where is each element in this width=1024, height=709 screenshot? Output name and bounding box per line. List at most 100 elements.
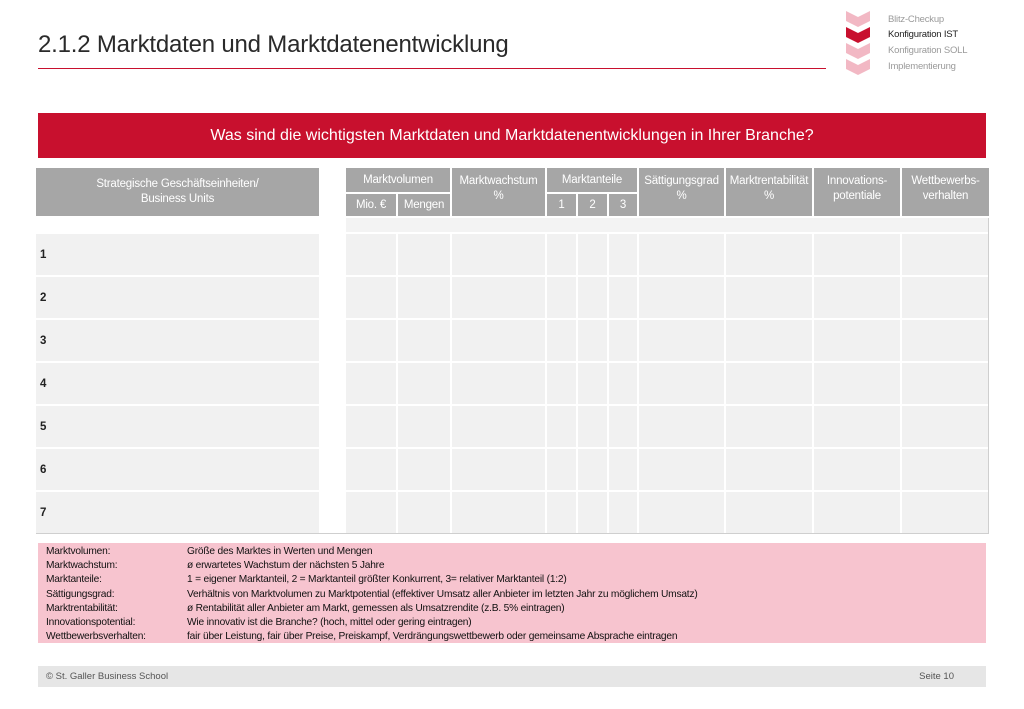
nav-item-konfiguration-ist[interactable]: Konfiguration IST bbox=[888, 29, 959, 40]
table-cell[interactable] bbox=[547, 320, 576, 361]
table-cell[interactable] bbox=[346, 406, 396, 447]
legend-box: Marktvolumen: Größe des Marktes in Werten… bbox=[38, 543, 986, 643]
legend-definition: Wie innovativ ist die Branche? (hoch, mi… bbox=[187, 616, 472, 628]
nav-item-implementierung[interactable]: Implementierung bbox=[888, 61, 956, 72]
legend-term: Marktwachstum: bbox=[46, 560, 118, 572]
table-cell[interactable] bbox=[578, 492, 607, 533]
table-cell[interactable] bbox=[814, 449, 900, 490]
table-cell[interactable] bbox=[547, 449, 576, 490]
footer: © St. Galler Business School Seite 10 bbox=[38, 666, 986, 687]
legend-row: Wettbewerbsverhalten: fair über Leistung,… bbox=[46, 631, 986, 645]
table-cell[interactable] bbox=[814, 406, 900, 447]
legend-term: Marktvolumen: bbox=[46, 546, 111, 557]
table-cell[interactable] bbox=[726, 277, 812, 318]
table-cell[interactable] bbox=[639, 320, 724, 361]
table-cell[interactable] bbox=[609, 277, 637, 318]
legend-definition: ø erwartetes Wachstum der nächsten 5 Jah… bbox=[187, 560, 385, 572]
table-cell[interactable] bbox=[726, 492, 812, 533]
table-cell[interactable] bbox=[609, 234, 637, 275]
table-cell[interactable] bbox=[578, 320, 607, 361]
table-cell[interactable] bbox=[814, 363, 900, 404]
table-cell[interactable] bbox=[578, 406, 607, 447]
legend-term: Marktrentabilität: bbox=[46, 602, 118, 614]
footer-page-number: Seite 10 bbox=[919, 671, 954, 682]
table-cell[interactable] bbox=[452, 406, 545, 447]
table-cell[interactable] bbox=[452, 492, 545, 533]
table-cell[interactable] bbox=[346, 277, 396, 318]
table-cell[interactable] bbox=[814, 492, 900, 533]
table-cell[interactable] bbox=[902, 449, 988, 490]
question-text: Was sind die wichtigsten Marktdaten und … bbox=[210, 126, 814, 144]
table-cell[interactable] bbox=[902, 234, 988, 275]
table-cell[interactable] bbox=[609, 320, 637, 361]
table-cell[interactable] bbox=[609, 492, 637, 533]
table-row-label: 2 bbox=[36, 277, 319, 318]
header-profitability: Marktrentabilität % bbox=[726, 168, 812, 216]
table-cell[interactable] bbox=[639, 234, 724, 275]
table-cell[interactable] bbox=[726, 449, 812, 490]
table-cell[interactable] bbox=[578, 234, 607, 275]
table-cell[interactable] bbox=[609, 449, 637, 490]
table-cell[interactable] bbox=[346, 492, 396, 533]
table-cell[interactable] bbox=[902, 277, 988, 318]
table-cell[interactable] bbox=[547, 492, 576, 533]
table-cell[interactable] bbox=[814, 320, 900, 361]
legend-row: Marktwachstum: ø erwartetes Wachstum der … bbox=[46, 560, 986, 574]
header-innovation: Innovations- potentiale bbox=[814, 168, 900, 216]
table-cell[interactable] bbox=[902, 492, 988, 533]
legend-definition: ø Rentabilität aller Anbieter am Markt, … bbox=[187, 602, 565, 614]
table-cell[interactable] bbox=[346, 320, 396, 361]
spacer-band bbox=[346, 218, 989, 232]
table-cell[interactable] bbox=[814, 277, 900, 318]
table-cell[interactable] bbox=[398, 320, 450, 361]
table-cell[interactable] bbox=[452, 277, 545, 318]
table-cell[interactable] bbox=[639, 363, 724, 404]
table-row-label: 6 bbox=[36, 449, 319, 490]
legend-term: Marktanteile: bbox=[46, 574, 102, 586]
table-cell[interactable] bbox=[452, 363, 545, 404]
table-cell[interactable] bbox=[726, 234, 812, 275]
table-cell[interactable] bbox=[639, 449, 724, 490]
table-cell[interactable] bbox=[398, 406, 450, 447]
table-cell[interactable] bbox=[398, 234, 450, 275]
table-cell[interactable] bbox=[814, 234, 900, 275]
table-cell[interactable] bbox=[398, 449, 450, 490]
table-cell[interactable] bbox=[452, 234, 545, 275]
table-cell[interactable] bbox=[547, 234, 576, 275]
table-cell[interactable] bbox=[902, 363, 988, 404]
table-cell[interactable] bbox=[726, 363, 812, 404]
table-cell[interactable] bbox=[398, 363, 450, 404]
table-cell[interactable] bbox=[346, 234, 396, 275]
table-cell[interactable] bbox=[346, 449, 396, 490]
table-cell[interactable] bbox=[398, 492, 450, 533]
table-cell[interactable] bbox=[902, 320, 988, 361]
table-cell[interactable] bbox=[547, 406, 576, 447]
nav-item-blitz-checkup[interactable]: Blitz-Checkup bbox=[888, 14, 945, 25]
header-competition: Wettbewerbs- verhalten bbox=[902, 168, 989, 216]
table-cell[interactable] bbox=[639, 406, 724, 447]
table-cell[interactable] bbox=[398, 277, 450, 318]
header-market-volume: Marktvolumen bbox=[346, 168, 450, 192]
table-cell[interactable] bbox=[609, 363, 637, 404]
table-cell[interactable] bbox=[578, 277, 607, 318]
page-title: 2.1.2 Marktdaten und Marktdatenentwicklu… bbox=[38, 31, 509, 58]
nav-item-konfiguration-soll[interactable]: Konfiguration SOLL bbox=[888, 45, 968, 56]
table-cell[interactable] bbox=[578, 449, 607, 490]
table-cell[interactable] bbox=[726, 406, 812, 447]
question-banner: Was sind die wichtigsten Marktdaten und … bbox=[38, 113, 986, 158]
header-volume-mengen: Mengen bbox=[398, 194, 450, 216]
table-cell[interactable] bbox=[547, 277, 576, 318]
table-cell[interactable] bbox=[609, 406, 637, 447]
table-cell[interactable] bbox=[726, 320, 812, 361]
table-cell[interactable] bbox=[346, 363, 396, 404]
table-cell[interactable] bbox=[639, 277, 724, 318]
progress-nav: Blitz-Checkup Konfiguration IST Konfigur… bbox=[846, 10, 1016, 76]
market-data-table: Strategische Geschäftseinheiten/ Busines… bbox=[36, 168, 989, 534]
table-cell[interactable] bbox=[547, 363, 576, 404]
table-cell[interactable] bbox=[452, 449, 545, 490]
table-cell[interactable] bbox=[578, 363, 607, 404]
table-cell[interactable] bbox=[902, 406, 988, 447]
table-cell[interactable] bbox=[639, 492, 724, 533]
table-cell[interactable] bbox=[452, 320, 545, 361]
chevron-icon-active bbox=[846, 27, 870, 43]
